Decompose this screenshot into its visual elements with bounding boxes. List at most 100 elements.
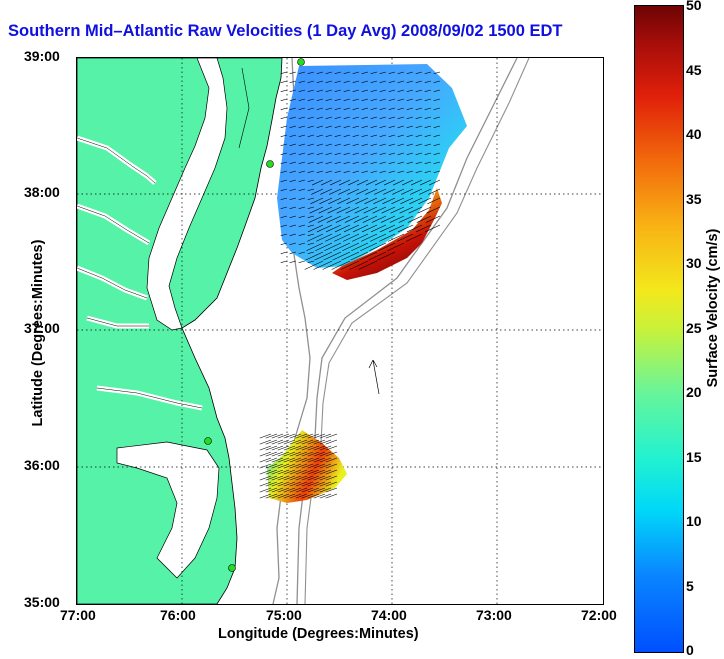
velocity-vector: [343, 89, 351, 92]
velocity-vector: [410, 179, 423, 186]
velocity-vector: [289, 116, 297, 119]
velocity-vector: [307, 116, 315, 119]
velocity-vector: [397, 224, 414, 233]
velocity-vector: [325, 116, 333, 119]
velocity-vector: [289, 80, 297, 83]
velocity-vector: [325, 134, 333, 137]
velocity-vector: [361, 143, 369, 146]
velocity-vector: [325, 493, 338, 499]
colorbar-label: Surface Velocity (cm/s): [705, 228, 721, 388]
velocity-vector: [433, 71, 441, 74]
velocity-vector: [379, 224, 396, 233]
velocity-vector: [307, 439, 320, 445]
velocity-vector: [283, 433, 296, 439]
velocity-vector: [343, 107, 351, 110]
velocity-vector: [345, 206, 360, 214]
velocity-vector: [343, 152, 351, 155]
velocity-vector: [433, 161, 441, 164]
velocity-vector: [319, 197, 333, 205]
pamlico-sound: [116, 441, 220, 579]
velocity-vector: [277, 469, 290, 475]
velocity-vector: [283, 439, 296, 445]
velocity-vector: [289, 493, 302, 499]
velocity-vector: [337, 197, 351, 205]
velocity-vector: [392, 188, 405, 195]
velocity-vector: [338, 179, 351, 186]
velocity-vector: [325, 224, 342, 233]
velocity-vector: [316, 116, 324, 119]
velocity-vector: [406, 89, 414, 92]
velocity-vector: [379, 89, 387, 92]
velocity-vector: [298, 197, 306, 200]
velocity-vector: [370, 152, 378, 155]
velocity-vector: [319, 487, 332, 493]
velocity-vector: [319, 469, 332, 475]
velocity-vector: [379, 233, 396, 242]
velocity-vector: [379, 80, 387, 83]
velocity-vector: [301, 481, 314, 487]
velocity-vector: [271, 481, 284, 487]
velocity-vector: [368, 251, 387, 261]
velocity-vector: [289, 152, 297, 155]
velocity-vector: [343, 125, 351, 128]
velocity-vector: [343, 233, 360, 242]
velocity-vector: [433, 107, 441, 110]
velocity-vector: [406, 98, 414, 101]
velocity-vector: [289, 71, 297, 74]
velocity-vector: [295, 493, 308, 499]
velocity-vector: [397, 98, 405, 101]
offshore-vector: [368, 359, 380, 395]
velocity-vector: [415, 134, 423, 137]
velocity-vector: [415, 98, 423, 101]
velocity-vector: [313, 439, 326, 445]
velocity-vector: [334, 125, 342, 128]
velocity-vector: [265, 439, 278, 445]
velocity-vector: [343, 80, 351, 83]
velocity-vector: [352, 143, 360, 146]
y-tick: 36:00: [24, 457, 60, 473]
velocity-vector: [354, 206, 369, 214]
velocity-vector: [424, 134, 432, 137]
velocity-vector: [283, 457, 296, 463]
velocity-vector: [280, 98, 288, 101]
velocity-vector: [363, 206, 378, 214]
velocity-vector: [334, 161, 342, 164]
velocity-vector: [370, 80, 378, 83]
velocity-vector: [360, 242, 378, 251]
velocity-vector: [283, 481, 296, 487]
velocity-vector: [416, 215, 432, 223]
colorbar-tick: 15: [686, 449, 702, 465]
velocity-vector: [361, 224, 378, 233]
velocity-vector: [349, 260, 369, 270]
x-tick: 76:00: [160, 607, 196, 623]
velocity-vector: [298, 107, 306, 110]
velocity-vector: [426, 206, 441, 214]
velocity-vector: [325, 469, 338, 475]
velocity-vector: [319, 475, 332, 481]
velocity-vector: [433, 152, 441, 155]
velocity-vector: [433, 89, 441, 92]
velocity-vector: [334, 116, 342, 119]
velocity-vector: [406, 71, 414, 74]
velocity-vector: [283, 451, 296, 457]
velocity-vector: [361, 116, 369, 119]
velocity-vector: [316, 125, 324, 128]
velocity-vector: [397, 80, 405, 83]
velocity-vector: [379, 161, 387, 164]
velocity-vector: [389, 215, 405, 223]
velocity-vector: [388, 152, 396, 155]
velocity-vector: [298, 206, 306, 209]
velocity-vector: [277, 445, 290, 451]
velocity-vector: [401, 188, 414, 195]
velocity-vector: [289, 242, 297, 245]
velocity-vector: [424, 152, 432, 155]
velocity-vector: [295, 475, 308, 481]
velocity-vector: [358, 260, 378, 270]
velocity-vector: [343, 224, 360, 233]
velocity-vector: [406, 143, 414, 146]
velocity-vector: [374, 179, 387, 186]
velocity-vector: [322, 260, 342, 270]
velocity-vector: [325, 481, 338, 487]
velocity-vector: [415, 170, 423, 173]
velocity-vector: [283, 493, 296, 499]
